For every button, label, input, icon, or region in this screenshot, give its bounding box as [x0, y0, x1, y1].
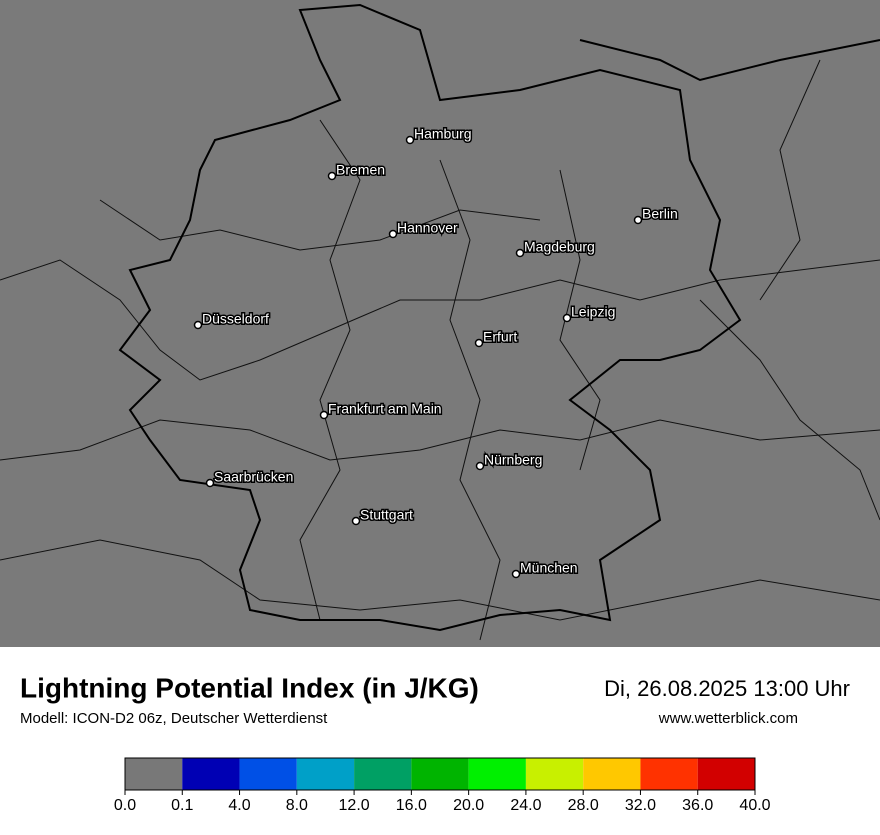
city-dot: [351, 516, 361, 526]
city-label: Magdeburg: [524, 239, 595, 255]
city-label: Hannover: [397, 220, 458, 236]
date: Di, 26.08.2025 13:00 Uhr: [604, 676, 850, 701]
colorbar-tick-label: 8.0: [286, 797, 308, 814]
city-label: Erfurt: [483, 329, 517, 345]
map-title: Lightning Potential Index (in J/KG): [20, 672, 479, 703]
colorbar-segment: [239, 758, 297, 790]
colorbar-segment: [182, 758, 240, 790]
colorbar-segment: [640, 758, 698, 790]
city-label: Berlin: [642, 206, 678, 222]
colorbar-tick-label: 16.0: [396, 797, 427, 814]
map-background: [0, 0, 880, 647]
colorbar-segment: [525, 758, 584, 790]
city-layer: Hamburg Bremen Berlin Hannover Magdeburg Düss…: [193, 124, 679, 579]
colorbar-tick-label: 28.0: [568, 797, 599, 814]
colorbar-tick-label: 36.0: [682, 797, 713, 814]
colorbar-tick-label: 24.0: [510, 797, 541, 814]
subtitle: Modell: ICON-D2 06z, Deutscher Wetterdie…: [20, 710, 328, 727]
colorbar-tick-label: 40.0: [739, 797, 770, 814]
colorbar-segment: [296, 758, 355, 790]
colorbar-tick-label: 0.0: [114, 797, 136, 814]
city-label: Hamburg: [414, 126, 472, 142]
city-dot: [388, 229, 398, 239]
city-label: Saarbrücken: [214, 469, 293, 485]
colorbar-tick-label: 12.0: [339, 797, 370, 814]
colorbar-segment: [411, 758, 469, 790]
colorbar-segment: [468, 758, 526, 790]
city-dot: [327, 171, 337, 181]
city-dot: [511, 569, 521, 579]
colorbar-tick-label: 0.1: [171, 797, 193, 814]
colorbar-segment: [583, 758, 641, 790]
city-label: Leipzig: [571, 304, 615, 320]
city-label: Stuttgart: [360, 507, 413, 523]
borders-thin: [0, 59, 880, 641]
city-dot: [193, 320, 203, 330]
colorbar-tick-label: 32.0: [625, 797, 656, 814]
colorbar-tick-label: 20.0: [453, 797, 484, 814]
colorbar-segment: [697, 758, 755, 790]
city-label: Düsseldorf: [202, 311, 269, 327]
city-label: München: [520, 560, 578, 576]
city-dot: [515, 248, 525, 258]
city-dot: [475, 461, 485, 471]
city-dot: [562, 313, 572, 323]
colorbar-tick-label: 4.0: [228, 797, 250, 814]
website: www.wetterblick.com: [658, 710, 798, 727]
city-label: Frankfurt am Main: [328, 401, 442, 417]
colorbar-segment: [354, 758, 412, 790]
colorbar: 0.0 0.1 4.0 8.0 12.0 16.0 20.0 24.0 28.0 32.0 36.0…: [114, 757, 771, 814]
city-dot: [405, 135, 415, 145]
city-dot: [319, 410, 329, 420]
colorbar-segment: [125, 758, 183, 790]
germany-border: [118, 3, 880, 632]
city-label: Bremen: [336, 162, 385, 178]
city-dot: [205, 478, 215, 488]
colorbar-frame: [124, 757, 756, 791]
city-label: Nürnberg: [484, 452, 542, 468]
city-dot: [474, 338, 484, 348]
city-dot: [633, 215, 643, 225]
